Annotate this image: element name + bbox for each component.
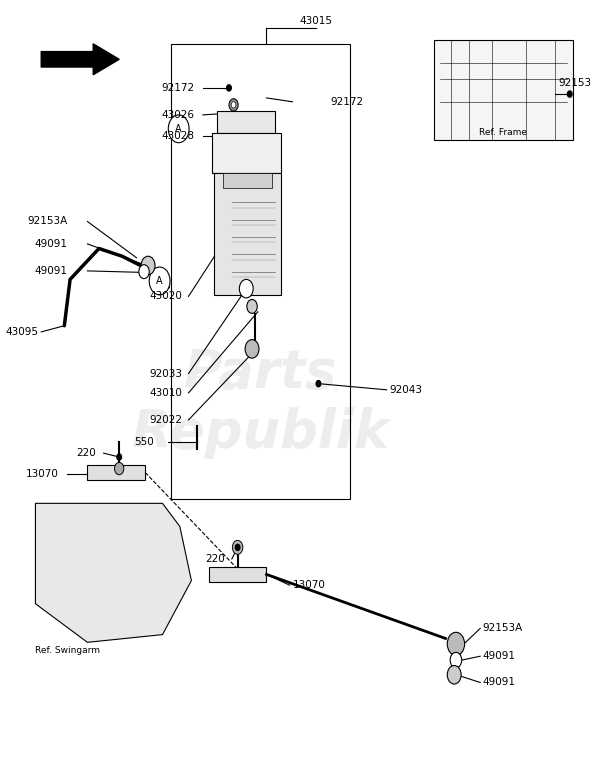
Text: 220: 220 bbox=[76, 448, 96, 458]
Text: A: A bbox=[175, 124, 182, 134]
Circle shape bbox=[168, 115, 189, 143]
Text: 49091: 49091 bbox=[34, 266, 67, 276]
Circle shape bbox=[115, 463, 124, 475]
Circle shape bbox=[245, 339, 259, 358]
Text: 13070: 13070 bbox=[292, 580, 325, 591]
Text: 43010: 43010 bbox=[150, 388, 183, 398]
Text: 92022: 92022 bbox=[150, 415, 183, 425]
Text: 92153A: 92153A bbox=[27, 216, 67, 226]
Circle shape bbox=[227, 84, 231, 91]
Circle shape bbox=[117, 454, 122, 460]
Text: 49091: 49091 bbox=[482, 677, 515, 687]
Text: 43020: 43020 bbox=[150, 291, 183, 301]
Circle shape bbox=[247, 299, 257, 313]
Circle shape bbox=[229, 98, 238, 111]
Circle shape bbox=[447, 632, 464, 656]
Text: 13070: 13070 bbox=[26, 469, 59, 479]
Bar bbox=[223, 173, 272, 188]
Bar bbox=[434, 40, 572, 140]
Polygon shape bbox=[214, 173, 281, 294]
Polygon shape bbox=[35, 503, 191, 642]
Text: 92172: 92172 bbox=[161, 83, 194, 93]
Text: 49091: 49091 bbox=[34, 239, 67, 249]
Text: Ref. Frame: Ref. Frame bbox=[479, 128, 527, 136]
Circle shape bbox=[450, 653, 462, 668]
Circle shape bbox=[149, 267, 170, 294]
Circle shape bbox=[231, 102, 236, 108]
Text: 49091: 49091 bbox=[482, 651, 515, 661]
Text: 550: 550 bbox=[134, 436, 154, 446]
Circle shape bbox=[447, 666, 461, 684]
Circle shape bbox=[232, 540, 243, 554]
Circle shape bbox=[239, 280, 253, 298]
Circle shape bbox=[139, 265, 149, 279]
Circle shape bbox=[235, 544, 240, 550]
Text: 43028: 43028 bbox=[161, 131, 194, 141]
Bar bbox=[217, 111, 275, 133]
Text: A: A bbox=[157, 276, 163, 286]
Text: Ref. Swingarm: Ref. Swingarm bbox=[35, 646, 100, 655]
Circle shape bbox=[141, 257, 155, 275]
Text: 92172: 92172 bbox=[330, 97, 363, 107]
Text: 92153A: 92153A bbox=[482, 623, 523, 633]
Text: 43015: 43015 bbox=[299, 16, 332, 26]
Circle shape bbox=[316, 381, 321, 387]
Polygon shape bbox=[41, 44, 119, 74]
Text: 43095: 43095 bbox=[5, 327, 38, 337]
Text: 92153: 92153 bbox=[558, 78, 591, 88]
Polygon shape bbox=[209, 567, 266, 582]
Text: 92043: 92043 bbox=[389, 385, 422, 394]
Circle shape bbox=[568, 91, 572, 97]
Text: 43026: 43026 bbox=[161, 110, 194, 120]
Text: 92033: 92033 bbox=[150, 369, 183, 379]
Polygon shape bbox=[88, 465, 145, 480]
Text: 220: 220 bbox=[205, 554, 225, 564]
Text: Parts
Republik: Parts Republik bbox=[131, 347, 390, 459]
Bar bbox=[212, 133, 281, 173]
